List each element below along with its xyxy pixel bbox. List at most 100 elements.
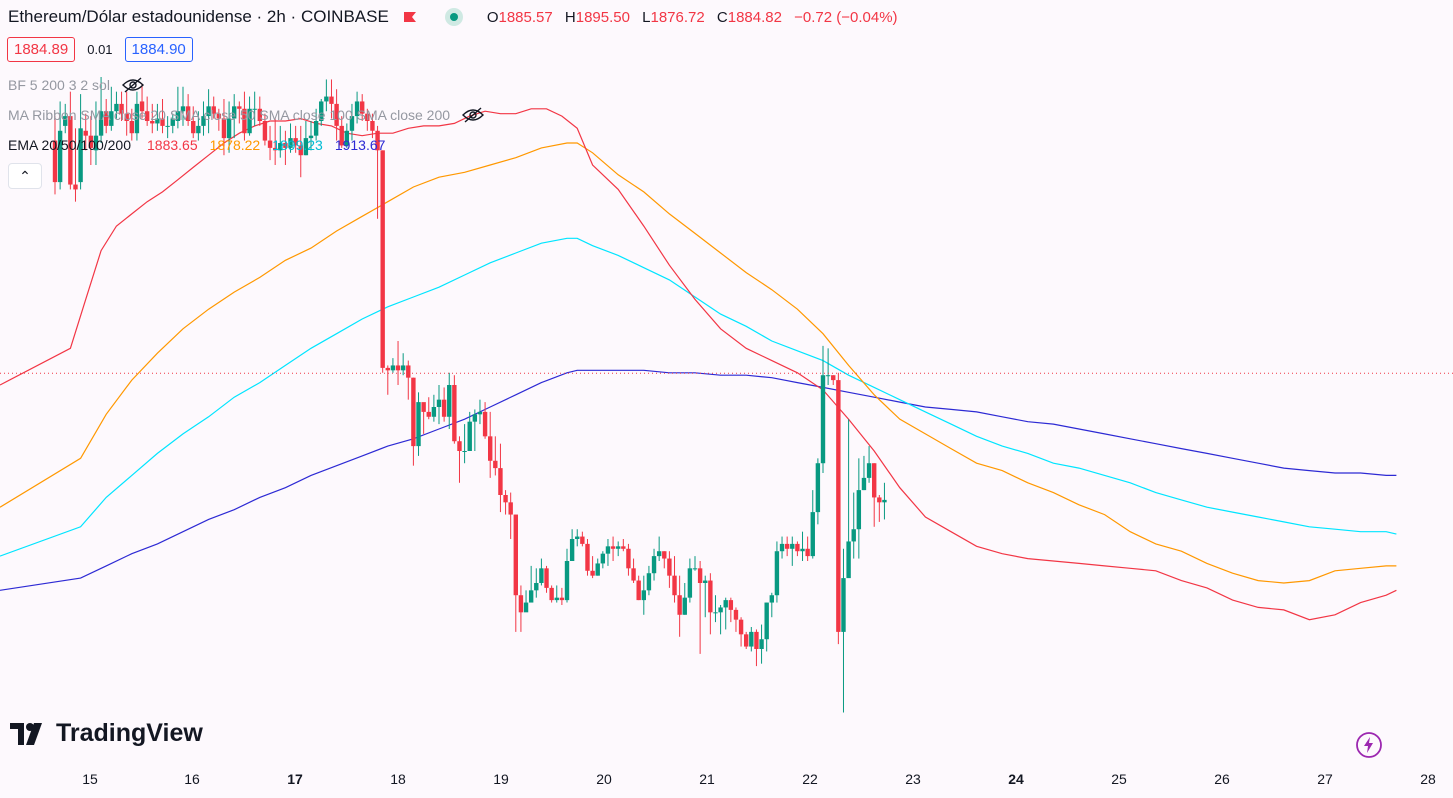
candle-body <box>697 568 703 583</box>
candle <box>779 536 785 559</box>
candle <box>293 125 298 153</box>
candle-body <box>564 561 570 601</box>
candle-body <box>180 106 186 112</box>
candle-body <box>462 451 467 452</box>
candles <box>52 77 887 713</box>
hidden-eye-icon[interactable] <box>121 77 144 93</box>
candle <box>109 86 114 131</box>
candle-body <box>590 570 595 576</box>
candle <box>262 113 268 146</box>
candle-body <box>723 600 728 608</box>
candle <box>308 121 314 151</box>
market-status-icon[interactable] <box>444 8 463 26</box>
candle <box>144 96 150 126</box>
indicator-bf[interactable]: BF 5 200 3 2 sol <box>8 77 144 93</box>
candle <box>319 99 324 126</box>
candle <box>288 123 293 153</box>
candle-body <box>334 103 339 126</box>
candle-body <box>221 118 227 139</box>
candle <box>575 529 580 547</box>
candle <box>585 539 590 576</box>
candle-body <box>774 551 780 596</box>
candle <box>631 558 636 583</box>
candle-body <box>390 365 396 371</box>
candle <box>856 458 862 559</box>
candle <box>232 94 237 139</box>
candle <box>83 113 88 151</box>
candle <box>872 463 877 527</box>
candle <box>467 411 472 451</box>
ema200-line <box>0 369 1397 591</box>
candle-body <box>104 111 109 126</box>
sell-price-button[interactable]: 1884.89 <box>7 37 76 62</box>
ema100-line <box>0 237 1397 557</box>
candle <box>354 91 360 124</box>
candle <box>646 565 652 596</box>
candle <box>795 541 800 557</box>
candle <box>534 568 539 598</box>
candle <box>165 116 170 139</box>
candle-body <box>257 108 262 121</box>
lightning-icon[interactable] <box>1355 731 1383 759</box>
candle-body <box>646 573 652 591</box>
candle-body <box>201 116 206 126</box>
candle-body <box>733 609 739 620</box>
candle-body <box>856 490 862 530</box>
candle <box>104 99 109 134</box>
tradingview-logo[interactable]: TradingView <box>10 719 203 748</box>
candle-body <box>539 568 544 583</box>
candle-body <box>523 602 529 613</box>
indicator-ribbon-label: MA Ribbon SMA close 20 SMA close 50 SMA … <box>8 107 451 123</box>
candle-body <box>185 106 191 121</box>
candle-body <box>477 411 483 415</box>
candle <box>395 341 401 385</box>
candle <box>98 77 104 143</box>
flag-icon[interactable] <box>403 11 417 23</box>
candle-body <box>165 125 170 127</box>
close-value: 1884.82 <box>727 8 782 26</box>
candle-body <box>395 365 401 371</box>
candle-body <box>68 116 73 185</box>
close-label: C <box>716 8 728 26</box>
candle <box>226 101 232 153</box>
candle-body <box>329 96 334 104</box>
candle <box>559 587 565 605</box>
candle-body <box>805 548 810 557</box>
candle <box>764 602 769 652</box>
candle <box>411 377 416 466</box>
candle-body <box>57 130 63 183</box>
candle-body <box>861 477 867 491</box>
candle-body <box>641 590 646 601</box>
candle-body <box>493 460 498 469</box>
candle <box>692 556 698 571</box>
ema200-value: 1913.67 <box>334 137 386 153</box>
candle-body <box>354 101 360 117</box>
candle-body <box>288 138 293 148</box>
candle-body <box>718 607 723 613</box>
candle <box>569 529 575 561</box>
collapse-legend-button[interactable]: ⌃ <box>8 163 42 189</box>
symbol-title[interactable]: Ethereum/Dólar estadounidense · 2h · COI… <box>8 7 389 26</box>
candle-body <box>713 612 718 614</box>
candle <box>303 121 309 156</box>
candle <box>800 531 805 561</box>
candle-body <box>139 101 145 112</box>
candle <box>703 575 708 618</box>
buy-price-button[interactable]: 1884.90 <box>124 37 193 62</box>
hidden-eye-icon[interactable] <box>462 107 485 123</box>
candle-body <box>109 111 114 126</box>
candle <box>528 565 534 603</box>
candle <box>139 84 145 119</box>
candle-body <box>790 543 795 549</box>
candle-body <box>452 385 457 442</box>
candle <box>518 585 524 632</box>
indicator-ema[interactable]: EMA 20/50/100/200 1883.65 1878.22 1899.2… <box>8 137 385 153</box>
indicator-ma-ribbon[interactable]: MA Ribbon SMA close 20 SMA close 50 SMA … <box>8 107 485 123</box>
candle-body <box>815 463 821 513</box>
candle <box>738 617 744 647</box>
low-label: L <box>642 8 651 26</box>
candle <box>841 548 846 713</box>
candle-body <box>124 113 129 121</box>
candle-body <box>605 546 611 554</box>
